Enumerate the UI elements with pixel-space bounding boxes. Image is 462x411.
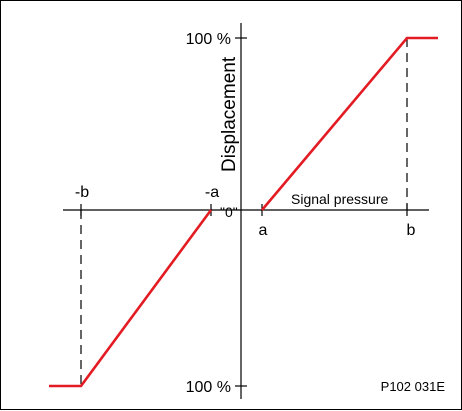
neg-a-label: -a: [205, 184, 219, 201]
figure-code: P102 031E: [381, 379, 446, 394]
x-axis-label: Signal pressure: [291, 191, 388, 207]
y-axis-label: Displacement: [219, 56, 240, 172]
neg-b-label: -b: [75, 184, 89, 201]
characteristic-negative: [49, 210, 211, 386]
origin-label: "0": [220, 204, 238, 220]
top-percent-label: 100 %: [186, 31, 231, 48]
bottom-percent-label: 100 %: [186, 379, 231, 396]
characteristic-positive: [262, 38, 438, 210]
pos-b-label: b: [407, 222, 416, 239]
pos-a-label: a: [259, 222, 268, 239]
